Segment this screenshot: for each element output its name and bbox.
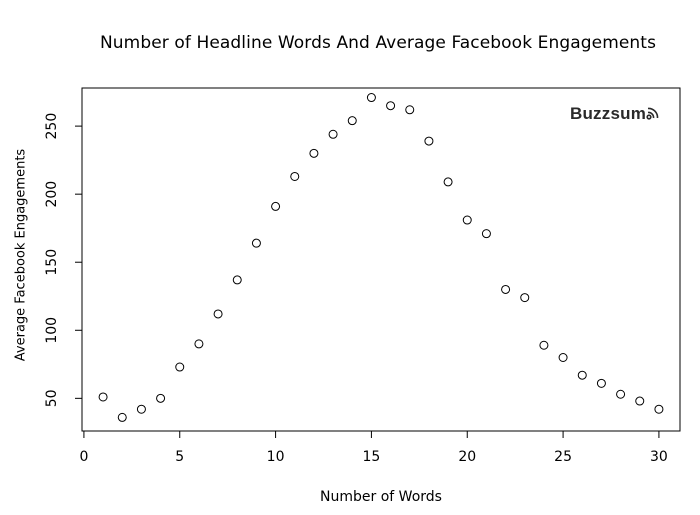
data-point [577,370,587,380]
x-tick-label: 15 [363,449,381,465]
logo-text: Buzzsum [570,104,647,123]
data-point [616,389,626,399]
data-point [213,309,223,319]
data-point [309,148,319,158]
y-axis: 50 100 150 200 250 [44,113,82,407]
y-tick-label: 250 [44,113,60,140]
data-point [175,362,185,372]
y-axis-label: Average Facebook Engagements [13,148,29,362]
data-point [98,392,108,402]
data-point [366,93,376,103]
data-point [596,378,606,388]
data-points [98,93,664,422]
data-point [386,101,396,111]
x-tick-label: 30 [650,449,668,465]
data-point [405,105,415,115]
data-point [520,293,530,303]
x-tick-label: 0 [79,449,88,465]
data-point [328,129,338,139]
data-point [539,340,549,350]
x-tick-label: 20 [458,449,476,465]
x-axis-label: Number of Words [320,489,442,505]
y-tick-label: 50 [44,389,60,407]
plot-frame [81,87,681,432]
data-point [558,353,568,362]
x-tick-label: 10 [267,449,285,465]
data-point [136,404,146,414]
data-point [271,201,281,211]
x-tick-label: 5 [175,449,184,465]
y-tick-label: 100 [44,317,60,344]
wifi-signal-icon [646,107,659,120]
data-point [635,396,645,406]
data-point [654,404,664,414]
data-point [251,238,261,248]
data-point [443,177,453,187]
data-point [290,171,300,181]
data-point [424,136,434,146]
y-tick-label: 150 [44,249,60,276]
chart-title: Number of Headline Words And Average Fac… [99,33,657,53]
y-tick-label: 200 [44,181,60,208]
buzzsumo-logo: Buzzsum [570,104,660,124]
data-point [481,229,491,239]
data-point [117,412,127,422]
x-axis: 0 5 10 15 20 25 30 [79,431,668,465]
x-tick-label: 25 [554,449,572,465]
data-point [194,339,204,349]
data-point [347,116,357,126]
data-point [232,275,242,285]
data-point [156,393,166,403]
data-point [501,284,511,294]
data-point [462,215,472,225]
